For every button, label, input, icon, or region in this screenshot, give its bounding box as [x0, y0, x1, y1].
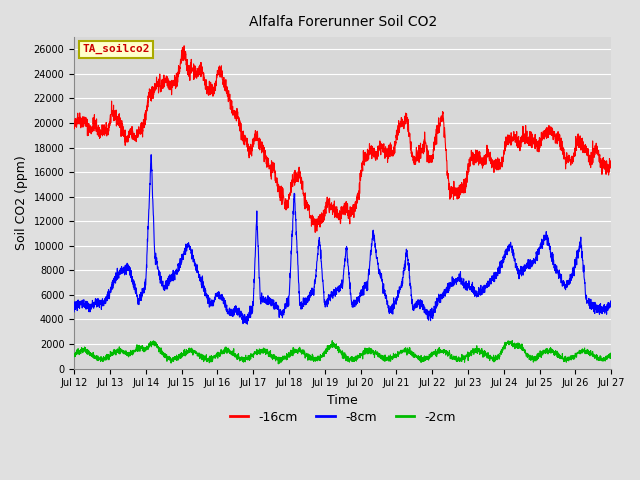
- Text: TA_soilco2: TA_soilco2: [82, 44, 150, 54]
- Title: Alfalfa Forerunner Soil CO2: Alfalfa Forerunner Soil CO2: [248, 15, 437, 29]
- Legend: -16cm, -8cm, -2cm: -16cm, -8cm, -2cm: [225, 406, 461, 429]
- X-axis label: Time: Time: [327, 394, 358, 407]
- Y-axis label: Soil CO2 (ppm): Soil CO2 (ppm): [15, 156, 28, 250]
